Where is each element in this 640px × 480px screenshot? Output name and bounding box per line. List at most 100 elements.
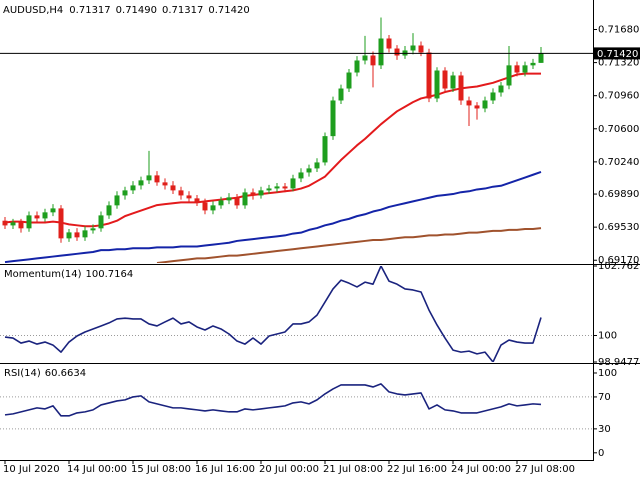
panel [2, 17, 544, 263]
candle-body [242, 192, 248, 206]
candle-body [362, 55, 368, 61]
x-tick-label: 22 Jul 16:00 [387, 464, 447, 475]
candle-body [514, 65, 520, 73]
y-tick-label: 0 [598, 448, 604, 459]
x-tick-label: 24 Jul 00:00 [451, 464, 511, 475]
candle-body [354, 60, 360, 73]
y-tick-label: 0.70600 [598, 124, 639, 135]
moving-average [4, 171, 542, 263]
y-tick-label: 0.70240 [598, 157, 639, 168]
frame [0, 0, 640, 461]
candle-body [330, 100, 336, 137]
indicator-title: Momentum(14) [4, 269, 82, 280]
panel [0, 383, 593, 430]
candle-body [450, 75, 456, 89]
moving-average [156, 227, 542, 263]
candle-body [194, 198, 200, 203]
high: 0.71490 [116, 5, 157, 16]
candle-body [378, 38, 384, 66]
candle-body [122, 190, 128, 196]
candle-body [106, 205, 112, 216]
x-tick-label: 10 Jul 2020 [3, 464, 60, 475]
candle-body [218, 200, 224, 206]
candle-body [466, 100, 472, 106]
candle-body [434, 70, 440, 99]
candle-body [146, 175, 152, 181]
y-tick-label: 0.71680 [598, 24, 639, 35]
y-tick-label: 30 [598, 424, 611, 435]
candle-body [138, 180, 144, 186]
candle-body [98, 215, 104, 229]
x-tick-label: 16 Jul 16:00 [195, 464, 255, 475]
candle-body [338, 88, 344, 101]
candle-body [274, 186, 280, 189]
candle-body [418, 45, 424, 53]
y-tick-label: 0.71320 [598, 58, 639, 69]
candle-body [322, 136, 328, 163]
x-tick-label: 14 Jul 00:00 [67, 464, 127, 475]
indicator-label: RSI(14) 60.6634 [4, 368, 86, 379]
indicator-value: 60.6634 [45, 368, 86, 379]
moving-average [4, 72, 541, 228]
candle-body [506, 65, 512, 86]
candle-body [42, 212, 48, 219]
candle-body [162, 182, 168, 186]
candle-body [74, 232, 80, 238]
y-tick-label: 70 [598, 392, 611, 403]
indicator-title: RSI(14) [4, 368, 41, 379]
y-tick-label: 100 [598, 331, 617, 342]
y-tick-label: 98.9477 [598, 357, 639, 368]
candle-body [298, 172, 304, 179]
candle-body [410, 45, 416, 51]
y-tick-label: 102.7623 [598, 261, 640, 272]
x-tick-label: 21 Jul 08:00 [323, 464, 383, 475]
candle-body [202, 202, 208, 211]
candle-body [34, 215, 40, 219]
candle-body [50, 208, 56, 213]
candle-body [66, 232, 72, 239]
candle-body [26, 215, 32, 229]
symbol: AUDUSD,H4 [3, 5, 63, 16]
candle-body [258, 190, 264, 196]
candle-body [130, 185, 136, 191]
low: 0.71317 [162, 5, 203, 16]
candle-body [306, 168, 312, 173]
indicator-line [4, 383, 542, 417]
candle-body [250, 192, 256, 196]
candle-body [426, 52, 432, 99]
candle-body [394, 48, 400, 56]
candle-body [370, 55, 376, 66]
candle-body [114, 195, 120, 206]
y-tick-label: 0.70960 [598, 91, 639, 102]
indicator-value: 100.7164 [86, 269, 134, 280]
candle-body [458, 75, 464, 101]
candle-body [346, 72, 352, 89]
candle-body [282, 186, 288, 189]
candle-body [498, 85, 504, 93]
candle-body [386, 38, 392, 49]
x-tick-label: 20 Jul 00:00 [259, 464, 319, 475]
candle-body [2, 220, 8, 226]
candle-body [58, 208, 64, 239]
indicator-label: Momentum(14) 100.7164 [4, 269, 133, 280]
candle-body [442, 70, 448, 89]
candle-body [10, 222, 16, 226]
candle-body [490, 92, 496, 101]
candle-body [18, 222, 24, 229]
panel [0, 266, 593, 362]
close: 0.71420 [208, 5, 249, 16]
y-tick-label: 100 [598, 368, 617, 379]
candle-body [82, 230, 88, 238]
current-price-label: 0.71420 [597, 49, 638, 60]
candle-body [234, 197, 240, 206]
candle-body [474, 105, 480, 109]
candle-body [522, 65, 528, 73]
candle-body [210, 205, 216, 211]
header: AUDUSD,H4 0.71317 0.71490 0.71317 0.71420 [3, 5, 250, 16]
y-tick-label: 0.69170 [598, 255, 639, 266]
candle-body [266, 188, 272, 191]
y-tick-label: 0.69890 [598, 189, 639, 200]
candle-body [170, 185, 176, 191]
